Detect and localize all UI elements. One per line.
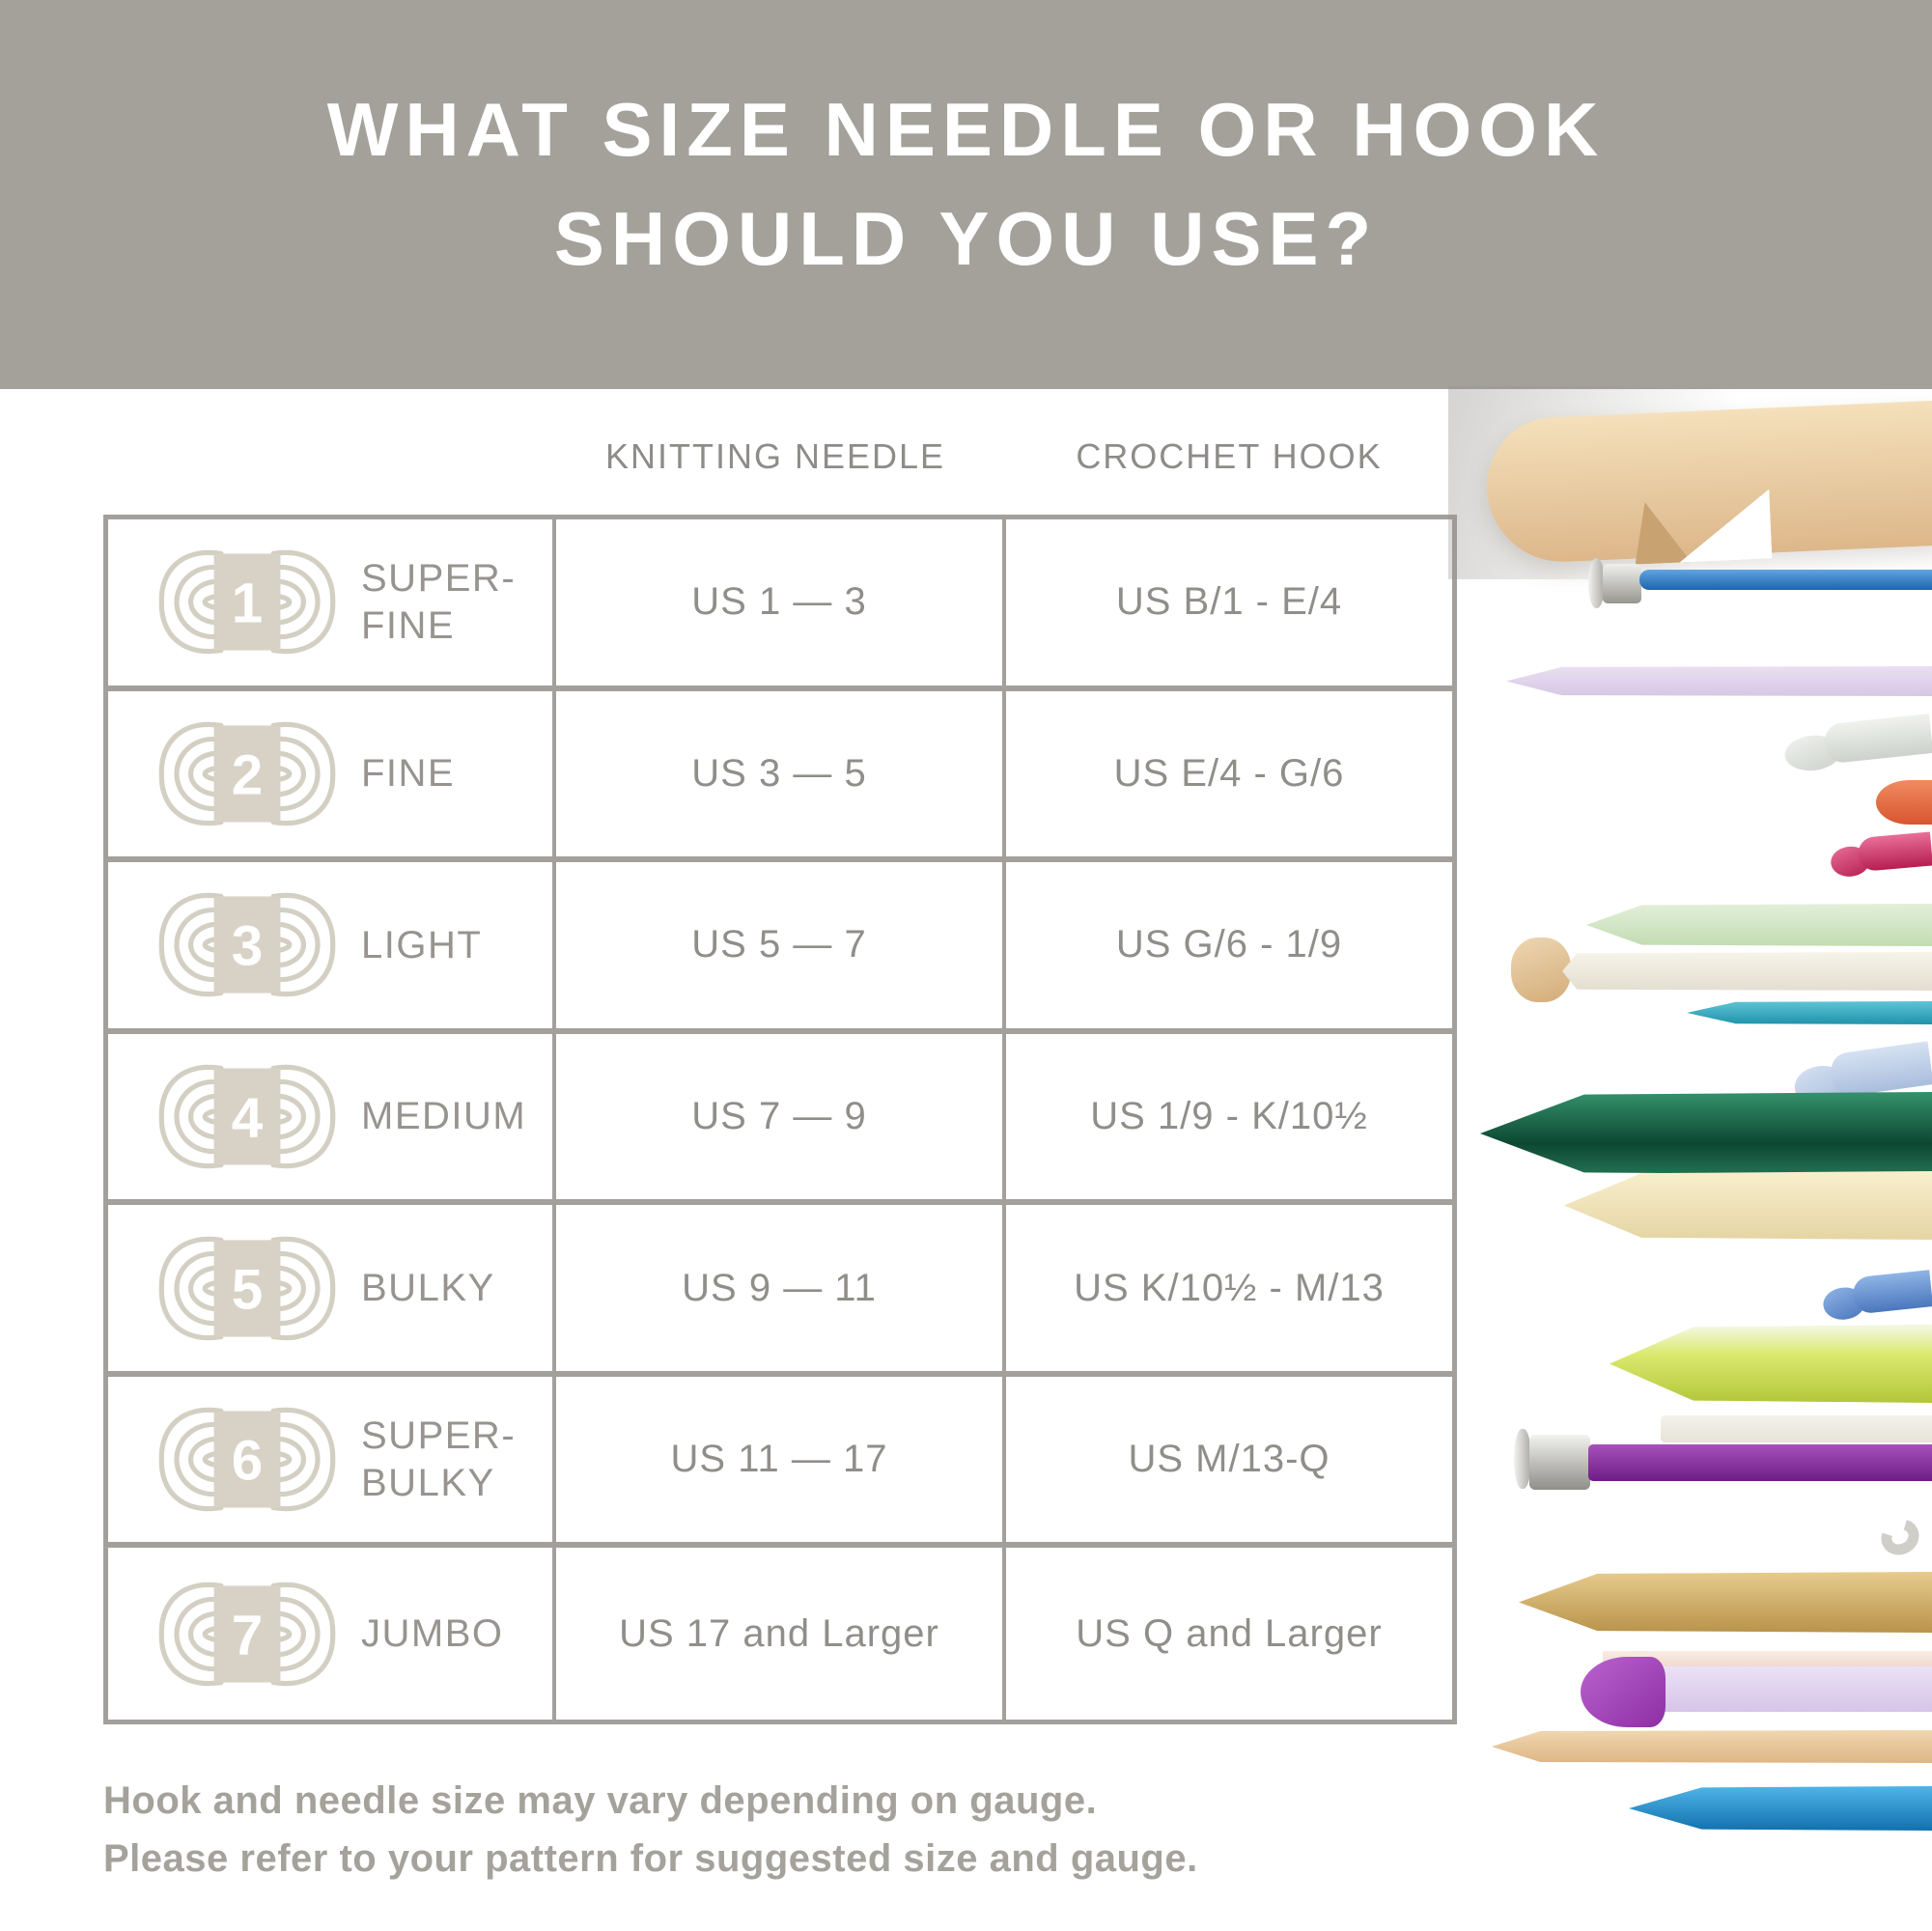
yarn-skein-icon: 4 <box>158 1064 336 1169</box>
hook-shaft <box>1851 1270 1932 1315</box>
table-row: 5 BULKY US 9 — 11 US K/10½ - M/13 <box>108 1205 1452 1377</box>
yarn-weight-label: FINE <box>361 751 456 795</box>
hook-shaft <box>1853 615 1932 649</box>
table-row: 1 SUPER- FINE US 1 — 3 US B/1 - E/4 <box>108 519 1452 691</box>
knitting-needle-size: US 5 — 7 <box>552 862 1002 1028</box>
magenta-crochet-hook <box>1829 829 1932 886</box>
purple-needle-stopper <box>1581 1657 1666 1727</box>
crochet-hook-size: US G/6 - 1/9 <box>1002 862 1452 1028</box>
wooden-needle-knob <box>1511 938 1571 1002</box>
purple-knitting-needle <box>1588 1444 1932 1481</box>
knitting-needle-size: US 17 and Larger <box>552 1548 1002 1720</box>
knitting-needle-size: US 11 — 17 <box>552 1376 1002 1543</box>
yarn-skein-icon: 7 <box>158 1581 336 1686</box>
lavender-needle-shaft <box>1646 1666 1932 1712</box>
yarn-skein-icon: 3 <box>158 893 336 997</box>
mint-knitting-needle <box>1586 904 1932 946</box>
needle-cap-cylinder <box>1529 1435 1590 1490</box>
yarn-weight-cell: 2 FINE <box>108 691 552 857</box>
yarn-weight-label: LIGHT <box>361 923 483 966</box>
crochet-hook-size: US 1/9 - K/10½ <box>1002 1033 1452 1200</box>
yarn-skein-icon: 2 <box>158 721 336 826</box>
blush-needle-shaft <box>1603 1651 1932 1671</box>
yarn-weight-number: 4 <box>232 1086 264 1149</box>
footer-note-line2: Please refer to your pattern for suggest… <box>103 1837 1198 1880</box>
size-table: 1 SUPER- FINE US 1 — 3 US B/1 - E/4 2 FI… <box>103 515 1457 1724</box>
yarn-weight-label: SUPER- FINE <box>361 556 517 647</box>
yarn-weight-cell: 1 SUPER- FINE <box>108 519 552 686</box>
hook-notch-face <box>1633 500 1692 564</box>
yarn-weight-label: BULKY <box>361 1266 495 1309</box>
footer-note: Hook and needle size may vary depending … <box>103 1772 1198 1888</box>
header-band: WHAT SIZE NEEDLE OR HOOK SHOULD YOU USE? <box>0 0 1932 389</box>
needle-cap-cylinder <box>1603 564 1641 603</box>
green-metallic-needle <box>1480 1092 1932 1175</box>
yarn-weight-label: SUPER- BULKY <box>361 1413 517 1504</box>
yarn-weight-cell: 3 LIGHT <box>108 862 552 1028</box>
tan-knitting-needle <box>1492 1730 1932 1763</box>
hook-shaft <box>1857 831 1932 872</box>
silver-crochet-hook <box>1823 612 1932 659</box>
silver-hook-partial <box>1874 1512 1926 1562</box>
yarn-weight-number: 1 <box>232 573 263 635</box>
yarn-weight-number: 5 <box>232 1258 263 1321</box>
hook-notch-cut <box>1676 490 1772 563</box>
table-row: 7 JUMBO US 17 and Larger US Q and Larger <box>108 1548 1452 1720</box>
yarn-weight-label: MEDIUM <box>361 1095 527 1138</box>
blue-knitting-needle <box>1639 570 1932 590</box>
yarn-weight-number: 7 <box>232 1604 263 1666</box>
crochet-hook-size: US M/13-Q <box>1002 1376 1452 1543</box>
knitting-needle-size: US 1 — 3 <box>552 519 1002 686</box>
table-row: 2 FINE US 3 — 5 US E/4 - G/6 <box>108 690 1452 863</box>
knitting-needle-size: US 3 — 5 <box>552 690 1002 857</box>
white-crochet-hook <box>1781 711 1932 782</box>
gold-knitting-needle <box>1519 1572 1932 1633</box>
knitting-needle-size: US 9 — 11 <box>552 1205 1002 1371</box>
yarn-weight-number: 6 <box>232 1429 263 1492</box>
footer-note-line1: Hook and needle size may vary depending … <box>103 1779 1098 1822</box>
teal-knitting-needle <box>1687 1001 1932 1024</box>
yarn-skein-icon: 6 <box>158 1407 336 1512</box>
crochet-hook-size: US K/10½ - M/13 <box>1002 1205 1452 1371</box>
pale-needle-shaft <box>1661 1415 1932 1442</box>
column-header-knitting-needle: KNITTING NEEDLE <box>604 436 946 476</box>
yarn-skein-icon: 5 <box>158 1236 336 1340</box>
yarn-weight-cell: 4 MEDIUM <box>108 1034 552 1200</box>
needle-cap-disc <box>1514 1429 1531 1489</box>
wooden-jumbo-crochet-hook <box>1483 400 1932 566</box>
yarn-weight-cell: 6 SUPER- BULKY <box>108 1377 552 1543</box>
table-row: 6 SUPER- BULKY US 11 — 17 US M/13-Q <box>108 1376 1452 1549</box>
yarn-skein-icon: 1 <box>158 550 336 655</box>
page-title-line2: SHOULD YOU USE? <box>553 196 1379 282</box>
blue-crochet-hook <box>1820 1267 1932 1330</box>
cyan-knitting-needle <box>1629 1786 1932 1831</box>
cream-needle-shaft <box>1562 952 1932 991</box>
yarn-weight-cell: 7 JUMBO <box>108 1548 552 1720</box>
yarn-weight-number: 3 <box>232 915 263 978</box>
hook-shaft <box>1829 1041 1932 1098</box>
yarn-weight-number: 2 <box>232 743 263 806</box>
table-row: 4 MEDIUM US 7 — 9 US 1/9 - K/10½ <box>108 1033 1452 1206</box>
needles-photo <box>1448 386 1932 1931</box>
knitting-needle-size: US 7 — 9 <box>552 1033 1002 1200</box>
yarn-weight-cell: 5 BULKY <box>108 1205 552 1371</box>
page-title-line1: WHAT SIZE NEEDLE OR HOOK <box>326 87 1606 172</box>
yarn-weight-label: JUMBO <box>361 1611 504 1655</box>
crochet-hook-size: US B/1 - E/4 <box>1002 519 1452 686</box>
needle-cap-disc <box>1588 558 1605 608</box>
column-header-crochet-hook: CROCHET HOOK <box>1076 436 1383 476</box>
lavender-knitting-needle <box>1506 666 1932 696</box>
crochet-hook-size: US Q and Larger <box>1002 1548 1452 1720</box>
cream-knitting-needle <box>1564 1171 1932 1240</box>
hook-shaft <box>1823 714 1932 765</box>
orange-hook-tip <box>1876 780 1932 825</box>
lime-knitting-needle <box>1610 1325 1932 1403</box>
crochet-hook-size: US E/4 - G/6 <box>1002 690 1452 857</box>
table-row: 3 LIGHT US 5 — 7 US G/6 - 1/9 <box>108 862 1452 1034</box>
